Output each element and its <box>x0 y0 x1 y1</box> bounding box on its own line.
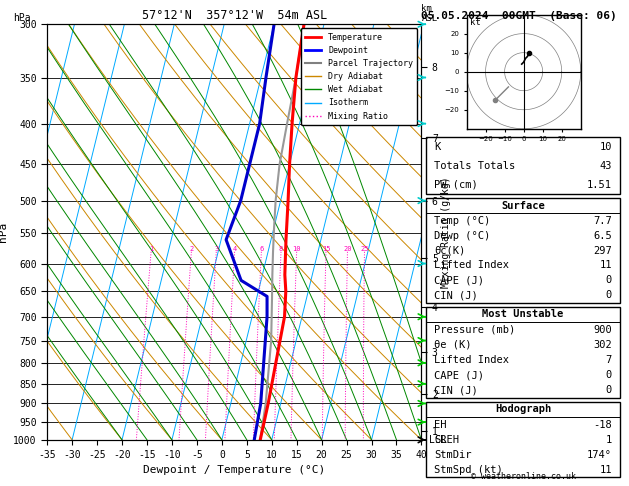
Text: Dewp (°C): Dewp (°C) <box>434 230 491 241</box>
Text: PW (cm): PW (cm) <box>434 180 478 190</box>
Text: Lifted Index: Lifted Index <box>434 260 509 271</box>
Text: Totals Totals: Totals Totals <box>434 161 515 171</box>
Text: 15: 15 <box>321 246 330 252</box>
Text: 297: 297 <box>593 245 612 256</box>
Text: 10: 10 <box>599 141 612 152</box>
Text: 6.5: 6.5 <box>593 230 612 241</box>
Text: CIN (J): CIN (J) <box>434 290 478 300</box>
Title: 57°12'N  357°12'W  54m ASL: 57°12'N 357°12'W 54m ASL <box>142 9 327 22</box>
Text: 302: 302 <box>593 340 612 350</box>
Text: 1: 1 <box>606 434 612 445</box>
Text: 1: 1 <box>149 246 153 252</box>
Text: -18: -18 <box>593 419 612 430</box>
Text: Most Unstable: Most Unstable <box>482 309 564 319</box>
Text: CAPE (J): CAPE (J) <box>434 370 484 380</box>
Text: EH: EH <box>434 419 447 430</box>
Text: 0: 0 <box>606 276 612 285</box>
Text: kt: kt <box>470 18 481 27</box>
Text: © weatheronline.co.uk: © weatheronline.co.uk <box>471 472 576 481</box>
Text: 11: 11 <box>599 465 612 475</box>
Text: 0: 0 <box>606 290 612 300</box>
Text: 900: 900 <box>593 325 612 334</box>
Text: 11: 11 <box>599 260 612 271</box>
Text: 43: 43 <box>599 161 612 171</box>
Text: Pressure (mb): Pressure (mb) <box>434 325 515 334</box>
Text: 1.51: 1.51 <box>587 180 612 190</box>
Text: 3: 3 <box>214 246 218 252</box>
Text: Hodograph: Hodograph <box>495 404 551 415</box>
Text: Lifted Index: Lifted Index <box>434 355 509 365</box>
Text: km
ASL: km ASL <box>421 4 438 23</box>
Text: 20: 20 <box>343 246 352 252</box>
Text: 7: 7 <box>606 355 612 365</box>
Text: Temp (°C): Temp (°C) <box>434 216 491 226</box>
Text: Mixing Ratio (g/kg): Mixing Ratio (g/kg) <box>441 176 451 288</box>
Text: CAPE (J): CAPE (J) <box>434 276 484 285</box>
Text: 25: 25 <box>360 246 369 252</box>
Text: CIN (J): CIN (J) <box>434 385 478 396</box>
Text: 174°: 174° <box>587 450 612 460</box>
Text: θe (K): θe (K) <box>434 340 472 350</box>
Text: 7.7: 7.7 <box>593 216 612 226</box>
Text: 0: 0 <box>606 385 612 396</box>
Text: 8: 8 <box>279 246 283 252</box>
X-axis label: Dewpoint / Temperature (°C): Dewpoint / Temperature (°C) <box>143 465 325 475</box>
Text: 05.05.2024  00GMT  (Base: 06): 05.05.2024 00GMT (Base: 06) <box>421 11 617 21</box>
Y-axis label: hPa: hPa <box>0 222 8 242</box>
Text: LCL: LCL <box>429 435 447 445</box>
Text: StmDir: StmDir <box>434 450 472 460</box>
Text: 4: 4 <box>233 246 237 252</box>
Text: Surface: Surface <box>501 201 545 211</box>
Text: SREH: SREH <box>434 434 459 445</box>
Text: 6: 6 <box>259 246 264 252</box>
Text: StmSpd (kt): StmSpd (kt) <box>434 465 503 475</box>
Text: 10: 10 <box>292 246 301 252</box>
Text: 2: 2 <box>189 246 194 252</box>
Text: θc(K): θc(K) <box>434 245 465 256</box>
Legend: Temperature, Dewpoint, Parcel Trajectory, Dry Adiabat, Wet Adiabat, Isotherm, Mi: Temperature, Dewpoint, Parcel Trajectory… <box>301 29 417 125</box>
Text: hPa: hPa <box>13 14 31 23</box>
Text: 0: 0 <box>606 370 612 380</box>
Text: K: K <box>434 141 440 152</box>
